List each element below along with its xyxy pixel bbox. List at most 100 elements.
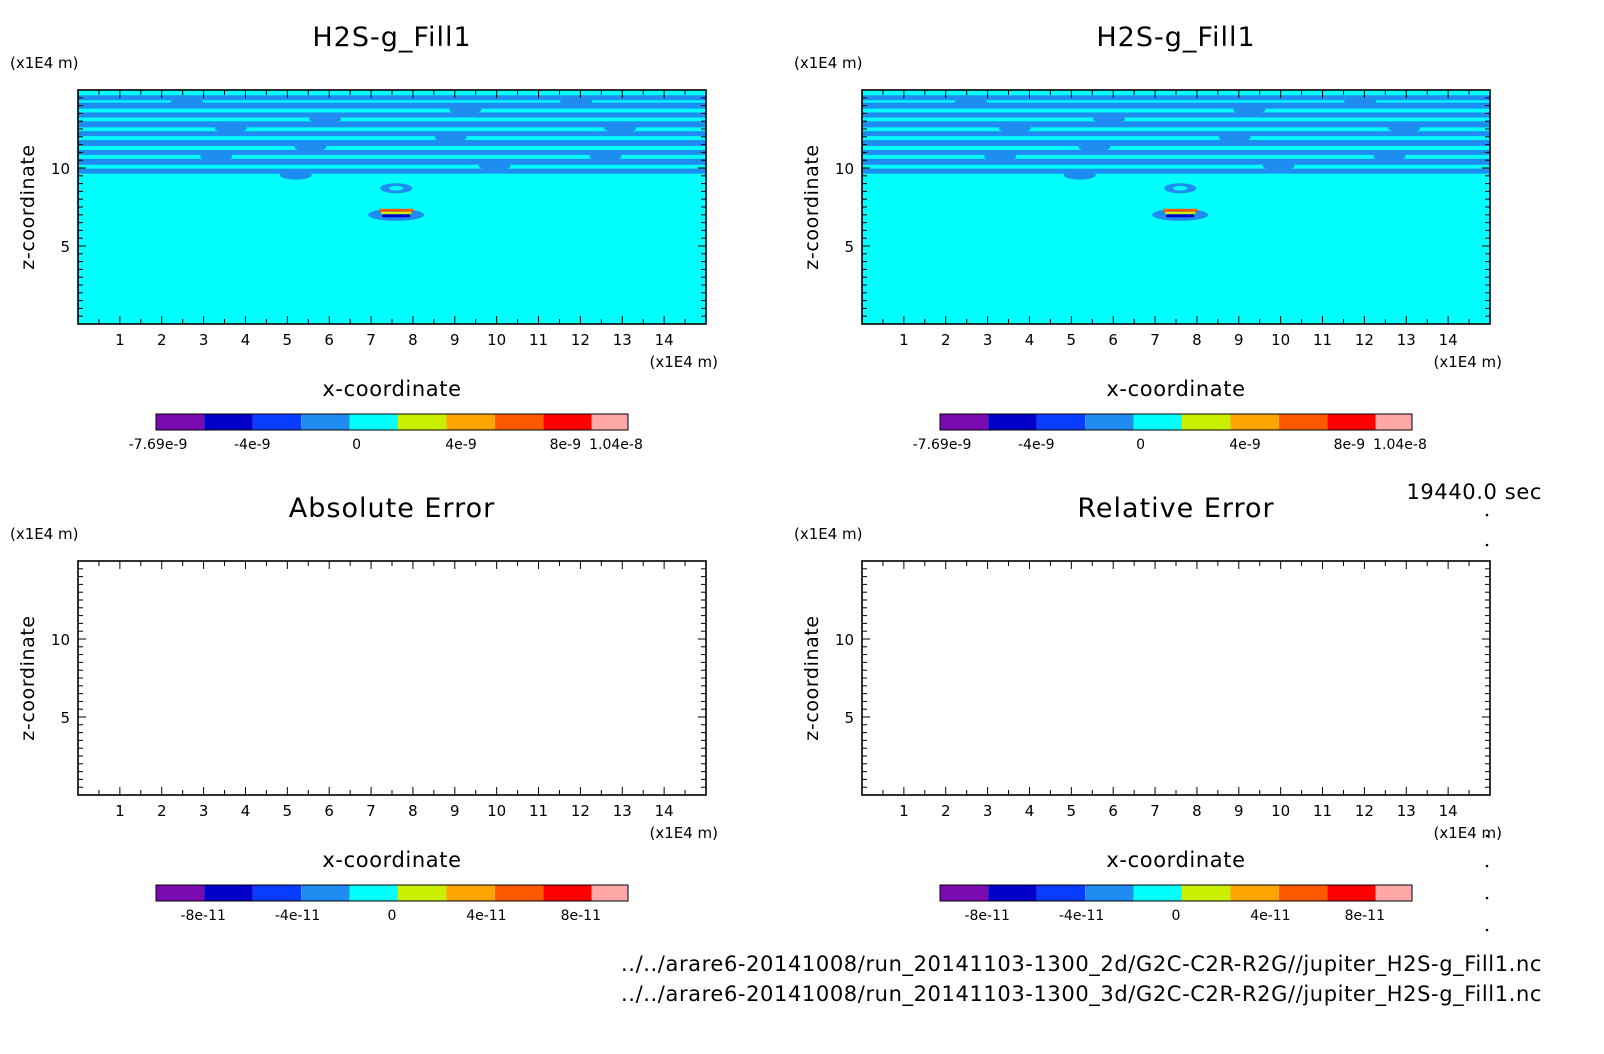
colorbar-tick-label: 1.04e-8 bbox=[1373, 437, 1427, 453]
colorbar-tick-label: 4e-11 bbox=[466, 908, 506, 924]
colorbar-tick-label: 0 bbox=[1136, 437, 1145, 453]
x-tick-label: 11 bbox=[529, 331, 548, 349]
x-tick-label: 6 bbox=[1108, 802, 1118, 820]
x-tick-label: 10 bbox=[487, 802, 506, 820]
x-tick-label: 14 bbox=[1439, 331, 1458, 349]
y-unit-label: (x1E4 m) bbox=[10, 54, 79, 72]
colorbar-segment bbox=[543, 414, 592, 430]
colorbar-segment bbox=[349, 885, 399, 901]
time-label: 19440.0 sec bbox=[1406, 480, 1542, 504]
x-tick-label: 4 bbox=[241, 802, 251, 820]
colorbar-segment bbox=[446, 414, 495, 430]
x-axis-label: x-coordinate bbox=[1106, 848, 1245, 872]
x-tick-label: 2 bbox=[157, 802, 167, 820]
colorbar-segment bbox=[252, 885, 302, 901]
x-tick-label: 6 bbox=[1108, 331, 1118, 349]
colorbar-segment bbox=[591, 414, 628, 430]
x-axis-label: x-coordinate bbox=[1106, 377, 1245, 401]
contour-band bbox=[78, 140, 706, 147]
contour-lens bbox=[1388, 123, 1421, 133]
contour-lens bbox=[214, 123, 247, 133]
contour-lens bbox=[1063, 170, 1096, 180]
y-axis-label: z-coordinate bbox=[17, 615, 39, 740]
colorbar-segment bbox=[156, 414, 205, 430]
x-tick-label: 5 bbox=[283, 331, 293, 349]
y-tick-label: 5 bbox=[844, 238, 854, 256]
x-tick-label: 14 bbox=[1439, 802, 1458, 820]
contour-band bbox=[862, 102, 1490, 109]
x-tick-label: 8 bbox=[408, 802, 418, 820]
contour-band bbox=[862, 149, 1490, 155]
y-unit-label: (x1E4 m) bbox=[794, 525, 863, 543]
contour-band bbox=[78, 131, 706, 137]
colorbar-segment bbox=[494, 885, 544, 901]
colorbar-segment bbox=[494, 414, 544, 430]
x-tick-label: 6 bbox=[324, 331, 334, 349]
colorbar-tick-label: 4e-11 bbox=[1250, 908, 1290, 924]
colorbar-tick-label: -8e-11 bbox=[180, 908, 225, 924]
colorbar-frame bbox=[939, 413, 1413, 431]
margin-dot bbox=[1485, 834, 1489, 838]
file-path-3d: ../../arare6-20141008/run_20141103-1300_… bbox=[621, 982, 1542, 1006]
x-axis-label: x-coordinate bbox=[322, 848, 461, 872]
contour-lens bbox=[604, 123, 637, 133]
x-tick-label: 9 bbox=[1234, 802, 1244, 820]
contour-lens bbox=[200, 151, 233, 161]
colorbar-segment bbox=[156, 885, 205, 901]
colorbar-segment bbox=[1375, 885, 1412, 901]
contour-lens bbox=[478, 161, 511, 171]
contour-band bbox=[78, 112, 706, 118]
y-tick-label: 5 bbox=[60, 238, 70, 256]
colorbar-segment bbox=[1182, 885, 1231, 901]
x-tick-label: 10 bbox=[1271, 331, 1290, 349]
colorbar-segment bbox=[204, 885, 253, 901]
x-tick-label: 1 bbox=[115, 802, 125, 820]
x-tick-label: 3 bbox=[983, 802, 993, 820]
contour-lens bbox=[449, 105, 482, 115]
contour-band bbox=[862, 158, 1490, 165]
colorbar-segment bbox=[398, 885, 447, 901]
x-tick-label: 5 bbox=[283, 802, 293, 820]
colorbar-segment bbox=[1230, 414, 1279, 430]
y-unit-label: (x1E4 m) bbox=[794, 54, 863, 72]
chart-title: Absolute Error bbox=[289, 493, 495, 524]
x-tick-label: 10 bbox=[487, 331, 506, 349]
colorbar-segment bbox=[1278, 885, 1328, 901]
x-tick-label: 13 bbox=[613, 802, 632, 820]
colorbar-segment bbox=[1133, 414, 1183, 430]
y-axis-label: z-coordinate bbox=[801, 144, 823, 269]
anomaly-upper-core bbox=[389, 185, 404, 191]
x-tick-label: 7 bbox=[1150, 331, 1160, 349]
y-unit-label: (x1E4 m) bbox=[10, 525, 79, 543]
contour-band bbox=[862, 168, 1490, 174]
contour-band bbox=[862, 112, 1490, 118]
x-tick-label: 9 bbox=[450, 331, 460, 349]
colorbar-tick-label: 0 bbox=[1172, 908, 1181, 924]
y-axis-label: z-coordinate bbox=[17, 144, 39, 269]
x-tick-label: 10 bbox=[1271, 802, 1290, 820]
colorbar-segment bbox=[252, 414, 302, 430]
chart-panel: H2S-g_Fill1(x1E4 m)1 2 3 4 5 6 7 8 9 10 11 12 13 14(x… bbox=[794, 22, 1502, 453]
colorbar-tick-label: 8e-9 bbox=[550, 437, 581, 453]
anomaly-positive-band bbox=[379, 208, 414, 212]
colorbar-tick-label: -4e-11 bbox=[1059, 908, 1104, 924]
x-tick-label: 11 bbox=[529, 802, 548, 820]
colorbar-tick-label: 8e-9 bbox=[1334, 437, 1365, 453]
x-tick-label: 2 bbox=[157, 331, 167, 349]
colorbar-segment bbox=[1230, 885, 1279, 901]
x-tick-label: 1 bbox=[899, 331, 909, 349]
colorbar-segment bbox=[1036, 414, 1086, 430]
x-tick-label: 1 bbox=[899, 802, 909, 820]
contour-band bbox=[862, 140, 1490, 147]
y-axis-label: z-coordinate bbox=[801, 615, 823, 740]
colorbar-segment bbox=[301, 414, 350, 430]
colorbar-segment bbox=[940, 885, 989, 901]
anomaly-positive-band bbox=[1163, 208, 1198, 212]
margin-dot bbox=[1485, 928, 1489, 932]
anomaly-negative-band bbox=[382, 214, 411, 218]
y-tick-label: 10 bbox=[835, 631, 854, 649]
x-tick-label: 9 bbox=[450, 802, 460, 820]
x-tick-label: 12 bbox=[1355, 331, 1374, 349]
contour-lens bbox=[1262, 161, 1295, 171]
plot-frame bbox=[861, 560, 1491, 796]
